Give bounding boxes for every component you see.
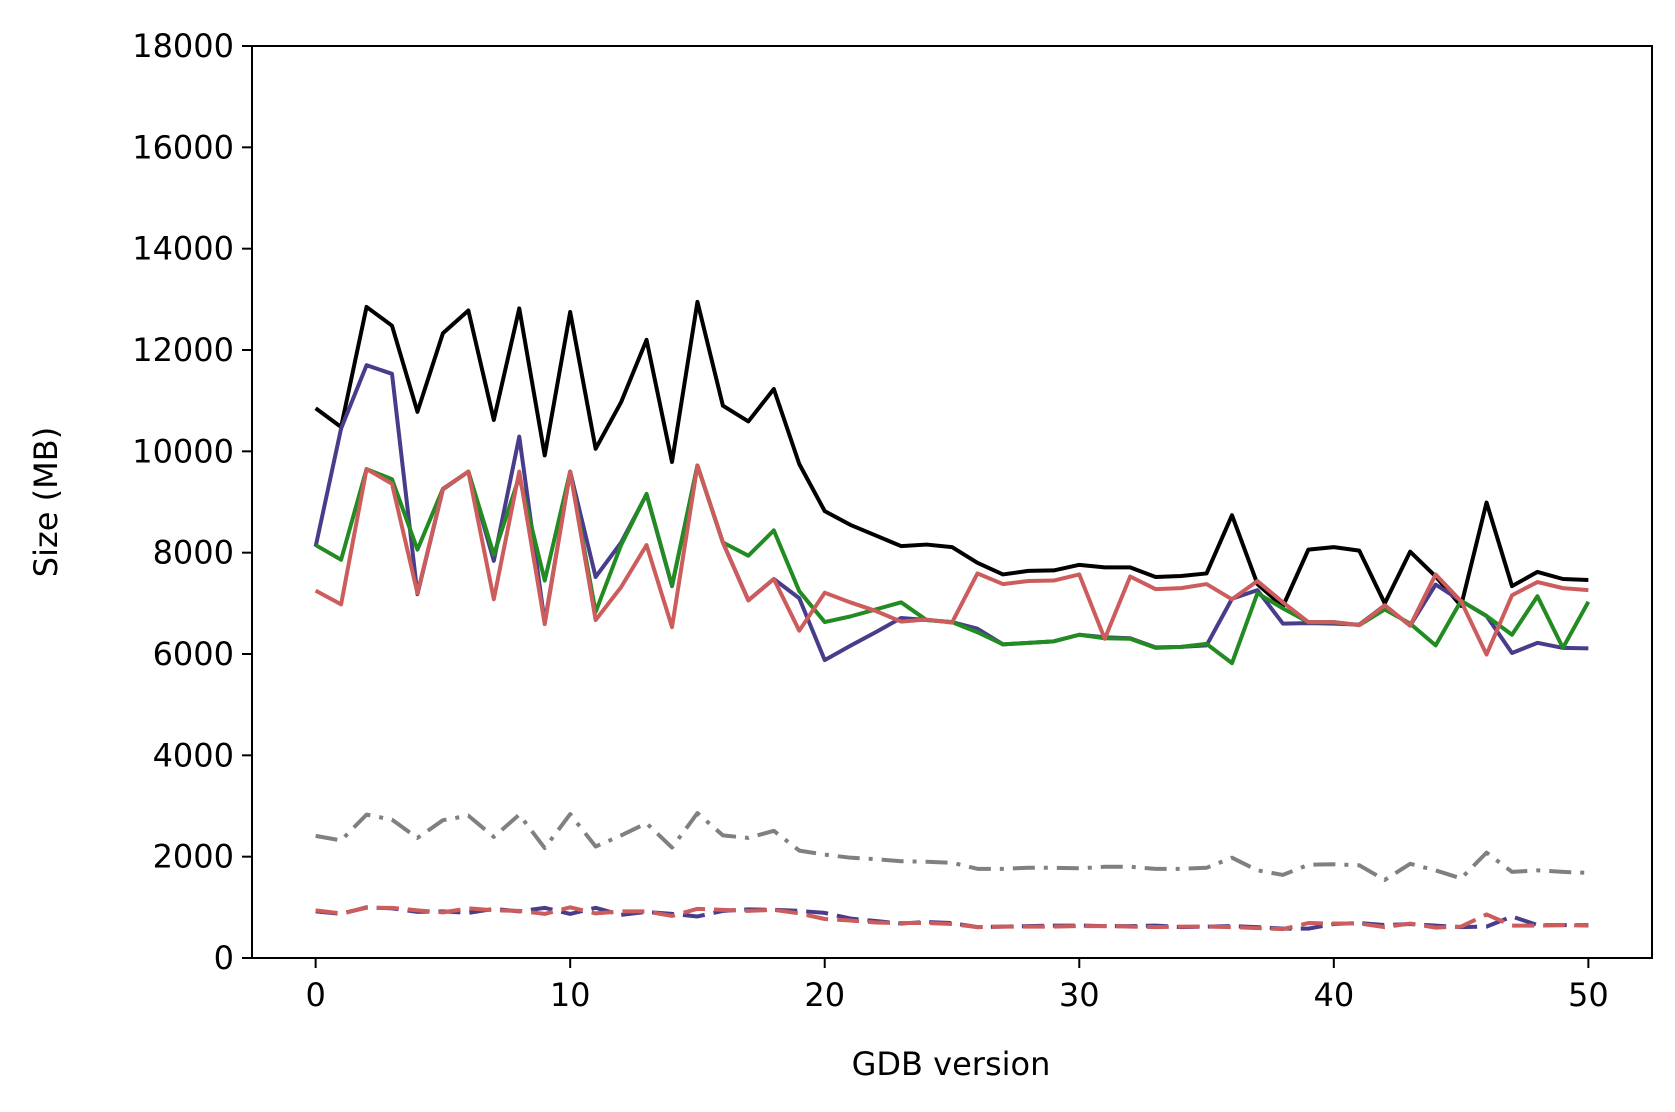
y-axis-label: Size (MB) (27, 427, 65, 577)
series-line-1 (314, 299, 1589, 609)
x-tick-label: 40 (1313, 976, 1354, 1014)
x-tick-label: 20 (804, 976, 845, 1014)
series-layer (313, 299, 1591, 932)
y-tick-label: 6000 (153, 635, 234, 673)
y-tick-label: 2000 (153, 838, 234, 876)
x-tick-label: 50 (1568, 976, 1609, 1014)
y-tick-label: 12000 (132, 331, 234, 369)
x-tick-label: 30 (1059, 976, 1100, 1014)
axes-layer: 0 10 20 30 40 50 0 2000 4000 6000 8000 10000 12000 14… (132, 27, 1653, 1014)
y-tick-label: 8000 (153, 534, 234, 572)
plot-frame (251, 45, 1653, 959)
y-tick-label: 18000 (132, 27, 234, 65)
x-tick-label: 10 (550, 976, 591, 1014)
series-line-4 (314, 463, 1589, 657)
y-tick-label: 14000 (132, 230, 234, 268)
x-axis-label: GDB version (852, 1045, 1051, 1083)
series-line-5 (315, 811, 1589, 882)
y-tick-label: 10000 (132, 432, 234, 470)
series-line-7 (315, 905, 1589, 932)
y-tick-label: 0 (214, 939, 234, 977)
x-tick-label: 0 (305, 976, 325, 1014)
y-tick-label: 16000 (132, 128, 234, 166)
y-tick-label: 4000 (153, 736, 234, 774)
